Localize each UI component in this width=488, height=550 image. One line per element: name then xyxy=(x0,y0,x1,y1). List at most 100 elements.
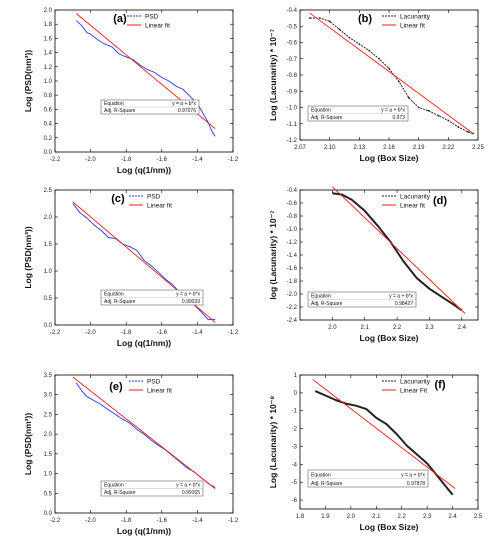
x-tick-label: -1.6 xyxy=(157,157,168,163)
x-tick-label: 2.3 xyxy=(423,514,432,520)
y-tick-label: 2.5 xyxy=(44,188,53,194)
x-tick-label: 2.13 xyxy=(353,145,365,151)
y-axis-label: Log (PSD(nm³)) xyxy=(23,226,33,288)
y-tick-label: 0.4 xyxy=(44,122,53,128)
data-point xyxy=(447,119,450,122)
chart-panel-d: 2.0 2.1 2.2 2.3 2.4 -2.4 -2.2 -2.0 -1.8 -1.6 -1.4 -… xyxy=(268,186,479,343)
x-tick-label: -2.0 xyxy=(85,518,96,524)
legend-entry: Linear fit xyxy=(147,202,172,209)
chart-panel-e: -2.2 -2.0 -1.8 -1.6 -1.4 -1.2 0.0 0.5 1.0 1.5 2.0 2… xyxy=(23,373,239,536)
x-tick-label: 2.0 xyxy=(347,514,356,520)
y-tick-label: 2.5 xyxy=(44,412,53,418)
y-tick-label: -0.5 xyxy=(287,24,298,30)
y-tick-label: 0 xyxy=(294,391,298,397)
legend-entry: PSD xyxy=(147,378,161,385)
data-point xyxy=(338,28,341,31)
x-tick-label: -1.4 xyxy=(192,518,203,524)
y-tick-label: -1.2 xyxy=(287,138,298,144)
y-axis-label: Log (Lacunarity) * 10⁻⁷ xyxy=(268,28,278,121)
legend-entry: Linear fit xyxy=(145,22,170,29)
y-tick-label: 1.6 xyxy=(44,36,53,42)
y-tick-label: 2.0 xyxy=(44,8,53,14)
panel-label: (e) xyxy=(109,381,123,393)
x-tick-label: -1.8 xyxy=(121,518,132,524)
y-tick-label: -2.2 xyxy=(287,305,298,311)
data-point xyxy=(437,114,440,117)
x-tick-label: 2.25 xyxy=(472,145,484,151)
y-tick-label: 0.5 xyxy=(44,491,53,497)
x-tick-label: 2.5 xyxy=(474,514,483,520)
x-tick-label: 2.16 xyxy=(383,145,395,151)
x-tick-label: 2.2 xyxy=(393,325,402,331)
y-tick-label: 1.0 xyxy=(44,79,53,85)
y-tick-label: 1.8 xyxy=(44,22,53,28)
equation-label: Equation xyxy=(104,292,124,298)
equation-value: y = a + b*x xyxy=(176,292,200,298)
data-point xyxy=(308,17,311,20)
panel-label: (f) xyxy=(435,379,446,391)
r-square-label: Adj. R-Square xyxy=(104,299,136,305)
x-tick-label: 1.9 xyxy=(321,514,330,520)
r-square-label: Adj. R-Square xyxy=(104,490,136,496)
r-square-label: Adj. R-Square xyxy=(311,481,343,487)
x-tick-label: 2.19 xyxy=(413,145,425,151)
plot-frame xyxy=(299,374,479,510)
y-tick-label: 1.0 xyxy=(44,472,53,478)
y-axis-label: Log (PSD(nm³)) xyxy=(23,50,33,112)
legend-entry: Linear fit xyxy=(400,22,425,29)
y-tick-label: -1.0 xyxy=(287,106,298,112)
y-tick-label: -2 xyxy=(292,427,298,433)
y-tick-label: -1.8 xyxy=(287,279,298,285)
x-tick-label: 1.8 xyxy=(296,514,305,520)
x-tick-label: -1.2 xyxy=(228,518,239,524)
equation-value: y = a + b*x xyxy=(381,108,405,114)
panel-label: (d) xyxy=(433,195,447,207)
y-tick-label: -0.8 xyxy=(287,214,298,220)
panel-label: (b) xyxy=(358,13,372,25)
y-tick-label: -3 xyxy=(292,444,298,450)
y-tick-label: -0.6 xyxy=(287,41,298,47)
y-tick-label: -1.4 xyxy=(287,253,298,259)
y-tick-label: -1.1 xyxy=(287,122,298,128)
data-point xyxy=(378,57,381,60)
legend-entry: PSD xyxy=(145,13,159,20)
y-tick-label: 1.5 xyxy=(44,452,53,458)
x-tick-label: -1.2 xyxy=(228,157,239,163)
r-square-value: 0.97878 xyxy=(407,481,425,487)
y-tick-label: 2.0 xyxy=(44,215,53,221)
y-tick-label: -4 xyxy=(292,462,298,468)
equation-label: Equation xyxy=(311,294,331,300)
legend-entry: Lacunarity xyxy=(400,193,431,200)
x-tick-label: -2.0 xyxy=(85,157,96,163)
data-point xyxy=(348,36,351,39)
x-tick-label: 2.1 xyxy=(361,325,370,331)
y-tick-label: -2.0 xyxy=(287,292,298,298)
series-linear-fit xyxy=(332,186,466,314)
x-tick-label: -1.6 xyxy=(157,518,168,524)
x-tick-label: -1.2 xyxy=(228,330,239,336)
data-point xyxy=(457,126,460,128)
series-linear-fit xyxy=(72,376,216,489)
y-tick-label: 1.5 xyxy=(44,242,53,248)
panel-label: (a) xyxy=(113,13,127,25)
y-tick-label: 2.0 xyxy=(44,432,53,438)
data-point xyxy=(388,67,390,70)
chart-panel-a: -2.2 -2.0 -1.8 -1.6 -1.4 -1.2 0.0 0.2 0.4 0.6 0.8 1… xyxy=(23,8,239,175)
y-tick-label: -1 xyxy=(292,409,298,415)
plot-frame xyxy=(54,9,234,153)
equation-value: y = a + b*x xyxy=(176,483,200,489)
equation-label: Equation xyxy=(104,101,124,107)
legend-entry: Lacunarity xyxy=(400,378,431,385)
y-tick-label: -0.4 xyxy=(287,8,298,14)
r-square-value: 0.97076 xyxy=(178,108,196,114)
data-point xyxy=(417,106,420,109)
legend-entry: Linear fit xyxy=(400,202,425,209)
y-tick-label: 1.2 xyxy=(44,65,53,71)
y-tick-label: -5 xyxy=(292,480,298,486)
x-axis-label: Log (q(1/nm)) xyxy=(117,165,171,175)
r-square-label: Adj. R-Square xyxy=(311,115,343,121)
x-axis-label: Log (q(1/nm)) xyxy=(117,338,171,348)
series-data xyxy=(332,192,463,312)
data-point xyxy=(358,43,361,46)
r-square-label: Adj. R-Square xyxy=(104,108,136,114)
